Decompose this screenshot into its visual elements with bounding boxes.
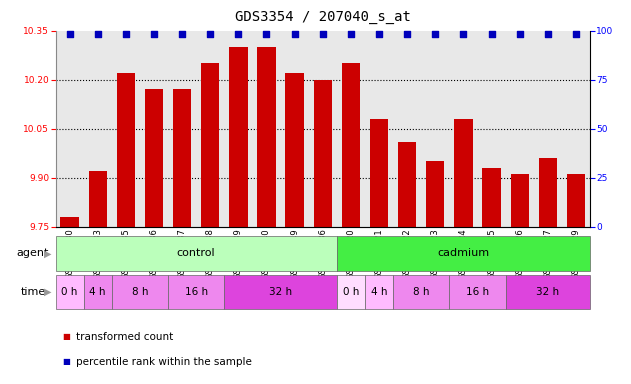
Text: 8 h: 8 h — [413, 287, 430, 297]
Point — [487, 31, 497, 37]
Bar — [539, 158, 557, 227]
Bar — [88, 171, 107, 227]
Bar — [285, 73, 304, 227]
Bar — [337, 275, 365, 309]
Point — [64, 31, 74, 37]
Bar — [56, 236, 337, 271]
Text: ▶: ▶ — [44, 248, 52, 258]
Text: ▶: ▶ — [44, 287, 52, 297]
Point — [261, 31, 271, 37]
Text: ■: ■ — [62, 333, 69, 341]
Bar — [337, 236, 590, 271]
Bar — [145, 89, 163, 227]
Text: 4 h: 4 h — [371, 287, 387, 297]
Point — [290, 31, 300, 37]
Text: GDS3354 / 207040_s_at: GDS3354 / 207040_s_at — [235, 10, 411, 23]
Point — [515, 31, 525, 37]
Point — [317, 31, 328, 37]
Bar — [229, 47, 247, 227]
Bar — [365, 275, 393, 309]
Text: transformed count: transformed count — [76, 332, 173, 342]
Point — [121, 31, 131, 37]
Point — [543, 31, 553, 37]
Point — [346, 31, 356, 37]
Point — [374, 31, 384, 37]
Text: percentile rank within the sample: percentile rank within the sample — [76, 357, 252, 367]
Point — [177, 31, 187, 37]
Bar — [257, 47, 276, 227]
Bar — [61, 217, 79, 227]
Point — [430, 31, 440, 37]
Text: 32 h: 32 h — [536, 287, 559, 297]
Bar — [370, 119, 388, 227]
Bar — [342, 63, 360, 227]
Bar — [482, 168, 500, 227]
Bar — [567, 174, 585, 227]
Text: 8 h: 8 h — [132, 287, 148, 297]
Bar — [505, 275, 590, 309]
Bar — [393, 275, 449, 309]
Bar — [168, 275, 224, 309]
Bar — [224, 275, 337, 309]
Text: agent: agent — [16, 248, 49, 258]
Point — [149, 31, 159, 37]
Bar — [173, 89, 191, 227]
Bar — [426, 161, 444, 227]
Point — [233, 31, 244, 37]
Point — [402, 31, 412, 37]
Text: 0 h: 0 h — [343, 287, 359, 297]
Bar — [454, 119, 473, 227]
Text: 4 h: 4 h — [90, 287, 106, 297]
Text: 32 h: 32 h — [269, 287, 292, 297]
Bar — [56, 275, 84, 309]
Text: control: control — [177, 248, 216, 258]
Bar — [112, 275, 168, 309]
Bar — [117, 73, 135, 227]
Point — [571, 31, 581, 37]
Bar — [201, 63, 220, 227]
Point — [93, 31, 103, 37]
Text: ■: ■ — [62, 358, 69, 366]
Text: 0 h: 0 h — [61, 287, 78, 297]
Text: cadmium: cadmium — [437, 248, 490, 258]
Point — [458, 31, 468, 37]
Bar — [314, 80, 332, 227]
Bar — [449, 275, 505, 309]
Bar — [84, 275, 112, 309]
Text: time: time — [21, 287, 46, 297]
Point — [205, 31, 215, 37]
Bar — [398, 142, 416, 227]
Text: 16 h: 16 h — [185, 287, 208, 297]
Bar — [510, 174, 529, 227]
Text: 16 h: 16 h — [466, 287, 489, 297]
